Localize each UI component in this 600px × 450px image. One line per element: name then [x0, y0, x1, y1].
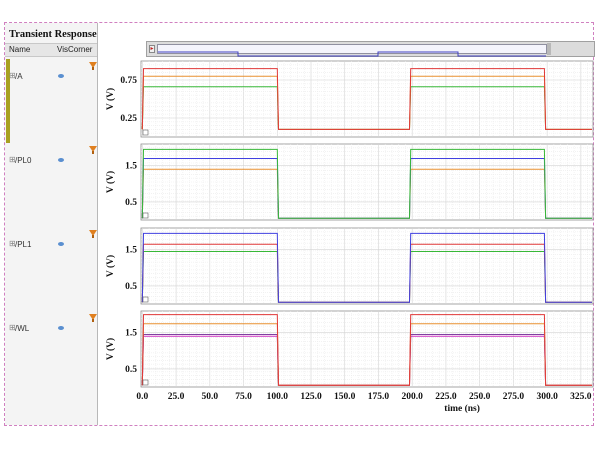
scroll-left-button[interactable]: ▸ — [149, 45, 155, 53]
signal-name: /WL — [15, 324, 30, 333]
column-corner-header[interactable]: Corner — [68, 45, 93, 54]
waveform-series-line[interactable] — [141, 148, 592, 219]
waveform-plots[interactable]: 0.75 0.25 V (V) 1.5 0.5 V (V) 1.5 0.5 V (V) 1.5 0.… — [5, 23, 595, 427]
x-tick-label: 75.0 — [235, 392, 252, 402]
column-name-header[interactable]: Name — [9, 45, 31, 54]
plot-corner-marker[interactable] — [142, 379, 149, 386]
plot-corner-marker[interactable] — [142, 296, 149, 303]
visibility-eye-icon[interactable] — [58, 326, 64, 330]
filter-funnel-stem — [92, 319, 94, 322]
y-axis-label: V (V) — [105, 171, 116, 193]
x-tick-label: 50.0 — [201, 392, 218, 402]
signal-name: /A — [15, 72, 23, 81]
y-tick-label: 0.5 — [125, 365, 137, 375]
visibility-eye-icon[interactable] — [58, 74, 64, 78]
visibility-eye-icon[interactable] — [58, 158, 64, 162]
expand-icon[interactable]: ⊞ — [9, 323, 16, 332]
y-axis-label: V (V) — [105, 338, 116, 360]
filter-funnel-icon[interactable] — [89, 314, 97, 320]
expand-icon[interactable]: ⊞ — [9, 71, 16, 80]
y-tick-label: 0.25 — [120, 114, 137, 124]
plot-corner-marker[interactable] — [142, 129, 149, 136]
filter-funnel-icon[interactable] — [89, 230, 97, 236]
expand-icon[interactable]: ⊞ — [9, 155, 16, 164]
x-tick-label: 175.0 — [368, 392, 390, 402]
signal-name: /PL0 — [15, 156, 32, 165]
overview-waveform — [158, 51, 546, 57]
x-tick-label: 200.0 — [402, 392, 424, 402]
plot-corner-marker[interactable] — [142, 212, 149, 219]
signal-name: /PL1 — [15, 240, 32, 249]
transient-response-window: Transient Response Name Vis Corner ⊞ /A … — [4, 22, 595, 427]
expand-icon[interactable]: ⊞ — [9, 239, 16, 248]
waveform-series-line[interactable] — [141, 314, 592, 386]
waveform-series-line[interactable] — [141, 68, 592, 130]
signal-row-pl1[interactable]: ⊞ /PL1 — [5, 230, 97, 251]
x-tick-label: 100.0 — [267, 392, 289, 402]
active-signal-indicator — [6, 59, 10, 143]
filter-funnel-stem — [92, 67, 94, 70]
signal-browser-panel: Transient Response Name Vis Corner ⊞ /A … — [5, 23, 98, 425]
y-tick-label: 1.5 — [125, 329, 137, 339]
column-vis-header[interactable]: Vis — [57, 45, 68, 54]
x-tick-label: 300.0 — [536, 392, 558, 402]
visibility-eye-icon[interactable] — [58, 242, 64, 246]
y-tick-label: 1.5 — [125, 162, 137, 172]
waveform-series-line[interactable] — [141, 232, 592, 303]
y-tick-label: 0.75 — [120, 76, 137, 86]
column-header: Name Vis Corner — [5, 43, 97, 57]
signal-row-a[interactable]: ⊞ /A — [5, 62, 97, 83]
panel-title: Transient Response — [9, 29, 97, 40]
signal-row-pl0[interactable]: ⊞ /PL0 — [5, 146, 97, 167]
y-tick-label: 1.5 — [125, 246, 137, 256]
y-axis-label: V (V) — [105, 88, 116, 110]
x-tick-label: 125.0 — [300, 392, 322, 402]
time-overview-scrollbar[interactable]: ▸ — [146, 41, 595, 57]
filter-funnel-icon[interactable] — [89, 62, 97, 68]
y-tick-label: 0.5 — [125, 198, 137, 208]
filter-funnel-stem — [92, 235, 94, 238]
y-axis-label: V (V) — [105, 255, 116, 277]
x-axis-label: time (ns) — [444, 403, 480, 414]
signal-row-wl[interactable]: ⊞ /WL — [5, 314, 97, 335]
scroll-thumb[interactable] — [157, 44, 547, 57]
x-tick-label: 0.0 — [136, 392, 148, 402]
x-tick-label: 225.0 — [435, 392, 457, 402]
filter-funnel-stem — [92, 151, 94, 154]
x-tick-label: 325.0 — [570, 392, 592, 402]
y-tick-label: 0.5 — [125, 282, 137, 292]
scroll-thumb-end[interactable] — [547, 43, 551, 55]
x-tick-label: 250.0 — [469, 392, 491, 402]
x-tick-label: 150.0 — [334, 392, 356, 402]
x-tick-label: 275.0 — [503, 392, 525, 402]
filter-funnel-icon[interactable] — [89, 146, 97, 152]
x-tick-label: 25.0 — [168, 392, 185, 402]
